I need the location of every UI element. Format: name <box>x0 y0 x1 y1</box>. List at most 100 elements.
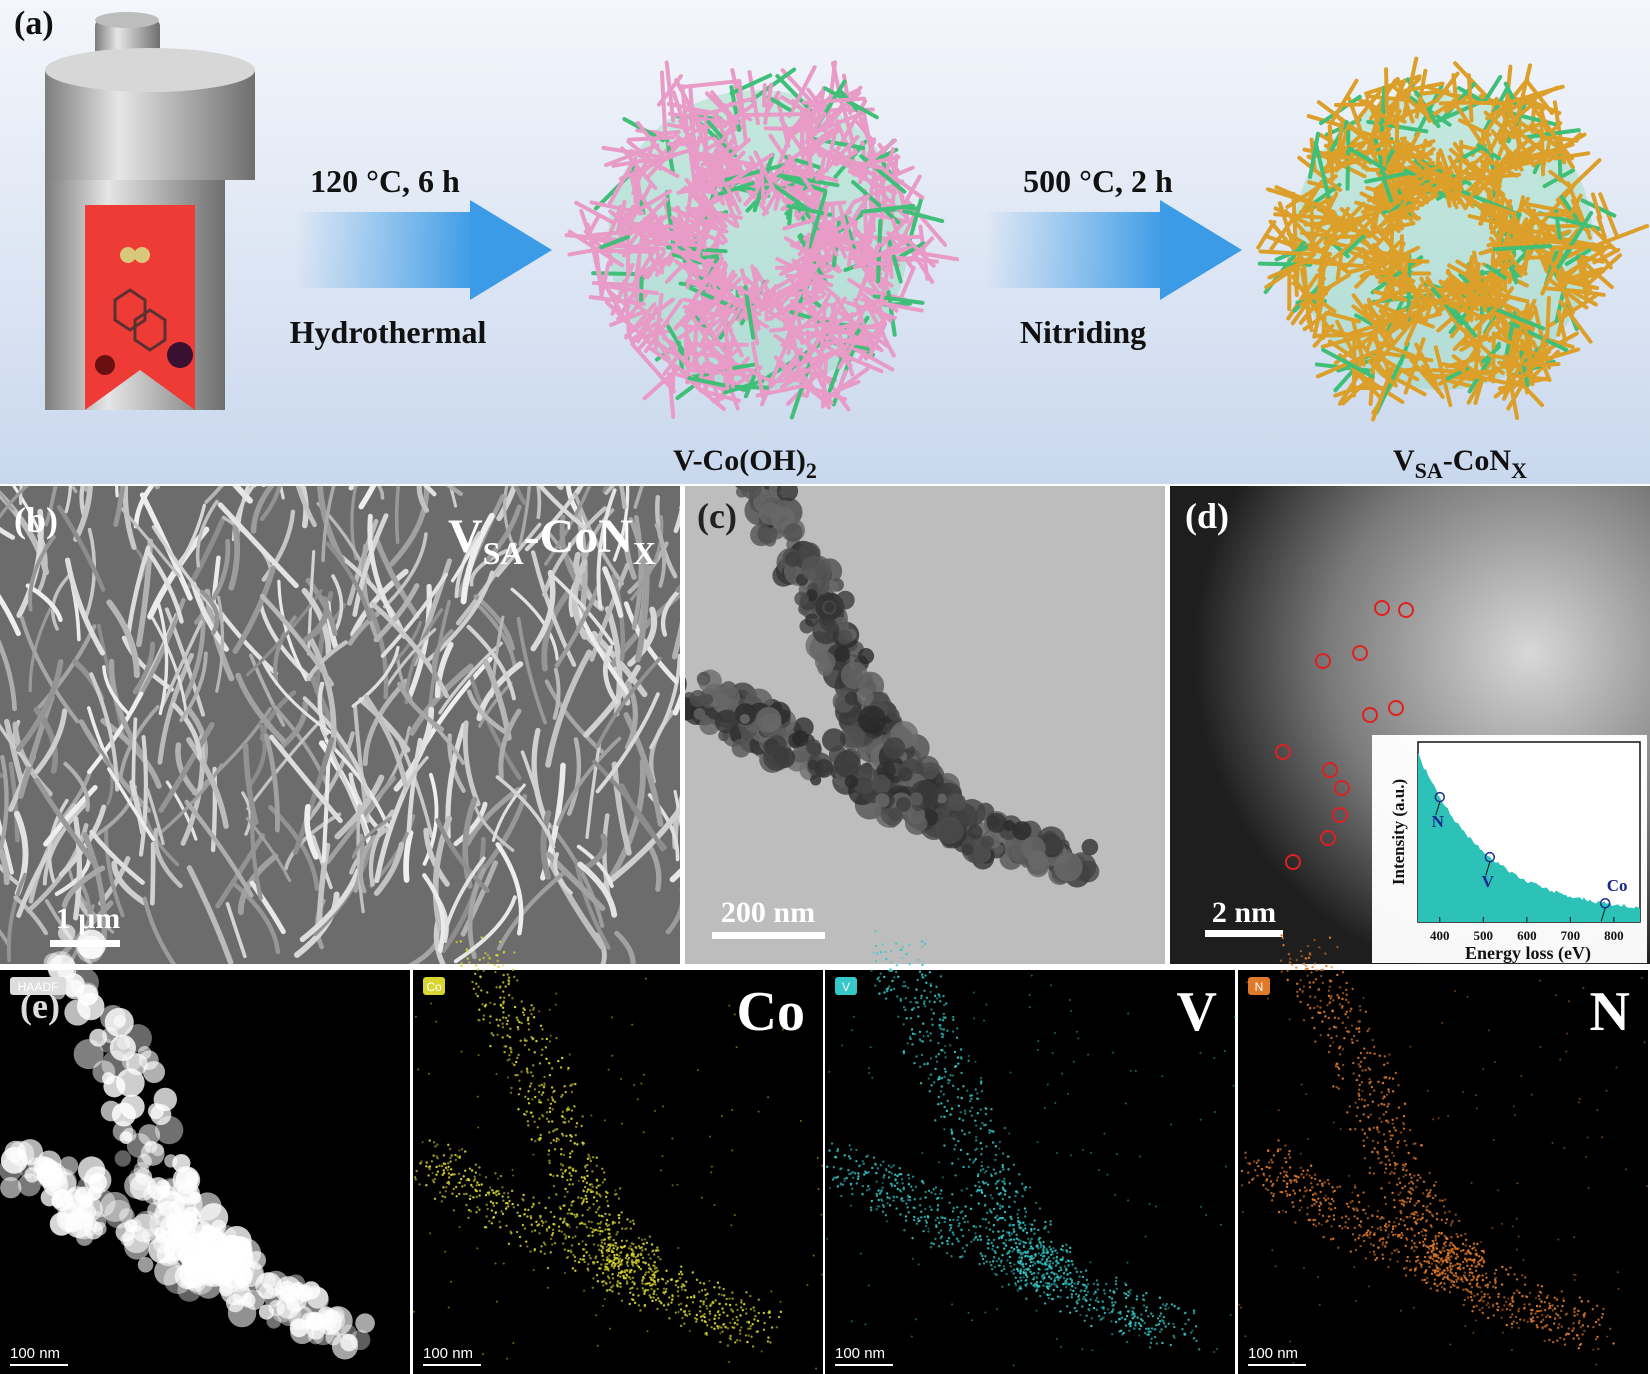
element-dot <box>647 1253 650 1256</box>
element-dot <box>656 1246 659 1249</box>
element-dot <box>564 1168 567 1172</box>
element-dot <box>531 1098 534 1101</box>
element-dot <box>538 1138 541 1142</box>
element-dot <box>570 1212 574 1216</box>
element-dot <box>472 1196 475 1199</box>
fiber <box>144 548 184 624</box>
element-dot <box>599 1244 603 1248</box>
haadf-particle <box>69 967 99 998</box>
element-dot <box>942 1012 946 1016</box>
element-dot <box>847 1155 851 1158</box>
fiber <box>44 486 58 527</box>
element-dot <box>586 1208 589 1212</box>
rod <box>1400 280 1437 308</box>
element-dot <box>624 1256 628 1260</box>
element-dot <box>526 1215 529 1218</box>
element-dot <box>444 1190 447 1193</box>
element-dot <box>978 1185 981 1189</box>
element-dot <box>582 1258 586 1261</box>
element-dot <box>855 1160 858 1163</box>
background-dot <box>417 1068 420 1071</box>
background-dot <box>620 1077 623 1080</box>
fiber <box>232 486 253 504</box>
rod <box>1507 94 1546 112</box>
element-dot <box>497 965 500 968</box>
element-dot <box>629 1245 632 1248</box>
rod <box>1297 259 1365 269</box>
element-dot <box>492 1034 495 1037</box>
element-dot <box>891 969 894 973</box>
background-dot <box>731 1149 734 1152</box>
element-dot <box>1039 1243 1043 1247</box>
fiber <box>42 800 90 886</box>
haadf-particle <box>258 1283 274 1300</box>
element-dot <box>561 1134 565 1137</box>
background-dot <box>482 1353 485 1356</box>
rod <box>753 150 781 201</box>
element-dot <box>502 1011 505 1014</box>
rod <box>869 169 877 194</box>
element-dot <box>981 1180 985 1183</box>
element-dot <box>608 1281 612 1284</box>
element-dot <box>605 1289 609 1292</box>
element-dot <box>588 1206 591 1210</box>
rod <box>1528 142 1575 160</box>
particle <box>784 523 803 542</box>
element-dot <box>970 1114 974 1117</box>
background-dot <box>720 1115 723 1118</box>
background-dot <box>603 1297 606 1300</box>
element-dot <box>926 1062 929 1066</box>
element-dot <box>637 1294 640 1297</box>
element-dot <box>1049 1266 1052 1270</box>
element-dot <box>1083 1289 1086 1293</box>
background-dot <box>494 1262 497 1265</box>
element-dot <box>1101 1300 1104 1303</box>
element-dot <box>949 1074 952 1077</box>
background-dot <box>614 1189 617 1192</box>
element-dot <box>933 994 937 998</box>
fiber <box>589 562 630 662</box>
element-dot <box>436 1170 440 1173</box>
edge-leader <box>1485 862 1491 876</box>
element-dot <box>507 1242 511 1246</box>
particle <box>714 709 739 734</box>
element-dot <box>635 1262 638 1265</box>
element-dot <box>548 1110 552 1114</box>
element-dot <box>1037 1272 1040 1275</box>
element-dot <box>601 1280 604 1284</box>
rod <box>1473 376 1485 405</box>
fiber <box>513 486 527 505</box>
fiber <box>292 736 335 855</box>
element-dot <box>474 1171 478 1174</box>
fiber <box>302 696 371 798</box>
background-dot <box>476 1095 479 1098</box>
element-dot <box>478 1208 481 1211</box>
atom-marker <box>1398 602 1414 618</box>
element-dot <box>704 1332 707 1336</box>
fiber <box>537 486 587 530</box>
label-part: V-Co(OH) <box>673 444 806 477</box>
element-dot <box>555 1193 558 1196</box>
label-sub: SA <box>483 535 524 571</box>
element-dot <box>496 959 499 963</box>
element-dot <box>888 1197 891 1200</box>
element-dot <box>614 1244 617 1248</box>
element-dot <box>577 1242 581 1246</box>
element-dot <box>513 1005 517 1009</box>
element-dot <box>1067 1264 1070 1267</box>
background-dot <box>568 1053 571 1056</box>
element-dot <box>478 1194 481 1197</box>
element-dot <box>563 1195 567 1198</box>
element-dot <box>557 1059 560 1063</box>
element-dot <box>543 1252 546 1256</box>
element-dot <box>584 1243 588 1246</box>
element-dot <box>884 1214 888 1217</box>
element-dot <box>508 1058 511 1061</box>
element-dot <box>603 1238 607 1241</box>
element-dot <box>989 1173 993 1176</box>
background-dot <box>636 1098 639 1101</box>
fiber <box>311 834 333 890</box>
rod <box>1461 369 1497 375</box>
rod <box>815 334 873 348</box>
element-dot <box>571 1083 574 1086</box>
